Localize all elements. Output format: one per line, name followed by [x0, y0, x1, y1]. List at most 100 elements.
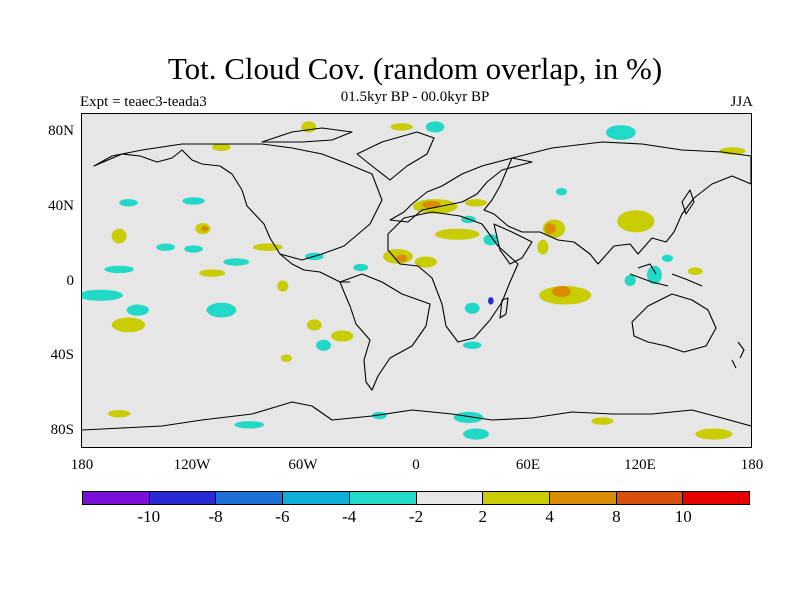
x-tick-label: 180 [740, 457, 764, 473]
anomaly-patch [687, 267, 703, 275]
x-tick-label: 0 [412, 457, 420, 473]
anomaly-patch [206, 302, 237, 318]
anomaly-patch [462, 341, 482, 349]
anomaly-patch [537, 239, 549, 255]
anomaly-patch [425, 121, 445, 133]
anomaly-patch [234, 421, 265, 429]
anomaly-patch [182, 197, 205, 205]
coastlines [82, 127, 751, 431]
anomaly-patch [108, 410, 131, 418]
anomaly-patch [544, 223, 556, 235]
anomaly-patch [422, 200, 441, 209]
y-tick-label: 0 [66, 273, 75, 289]
chart-title: Tot. Cloud Cov. (random overlap, in %) [167, 51, 663, 86]
anomaly-patch [306, 319, 322, 331]
coastline-arabia [493, 223, 533, 265]
colorbar-swatch [683, 492, 750, 504]
colorbar-swatch [549, 492, 617, 504]
anomaly-patch [464, 199, 488, 207]
anomaly-patch [464, 302, 480, 314]
anomaly-patch [277, 280, 289, 292]
anomaly-patch [223, 258, 250, 266]
coastline-europe [389, 157, 533, 223]
y-tick-label: 80N [48, 123, 74, 139]
experiment-label: Expt = teaec3-teada3 [80, 94, 207, 110]
anomaly-patch [646, 265, 662, 285]
anomaly-patch [488, 297, 494, 305]
anomaly-contours [82, 121, 746, 440]
colorbar-swatch [483, 492, 550, 504]
anomaly-patch [390, 123, 413, 131]
anomaly-patch [331, 330, 354, 342]
anomaly-patch [606, 125, 636, 140]
map-canvas [82, 121, 751, 440]
anomaly-patch [200, 225, 209, 232]
x-tick-label: 60E [515, 457, 541, 473]
colorbar-label: -2 [408, 507, 424, 526]
anomaly-patch [617, 210, 655, 233]
anomaly-patch [591, 417, 614, 425]
anomaly-patch [661, 254, 673, 262]
chart-subtitle: 01.5kyr BP - 00.0kyr BP [340, 89, 490, 105]
anomaly-patch [695, 428, 733, 440]
anomaly-patch [104, 265, 135, 274]
anomaly-patch [624, 274, 636, 287]
colorbar-swatch [283, 492, 350, 504]
coastline-greenland [356, 131, 435, 181]
colorbar-label: 4 [545, 507, 554, 526]
map-plot-area [81, 113, 752, 448]
x-tick-label: 180 [70, 457, 94, 473]
x-tick-label: 60W [288, 457, 318, 473]
anomaly-patch [371, 411, 387, 420]
x-tick-label: 120W [173, 457, 211, 473]
y-tick-label: 40S [50, 347, 74, 363]
colorbar-swatch [216, 492, 284, 504]
colorbar-swatch [416, 492, 484, 504]
anomaly-patch [82, 289, 123, 301]
colorbar-label: 2 [478, 507, 488, 526]
anomaly-patch [184, 245, 203, 253]
anomaly-patch [111, 317, 146, 333]
coastline-north-america [93, 143, 383, 261]
anomaly-patch [414, 256, 437, 268]
anomaly-patch [555, 188, 568, 196]
coastline-arctic-islands [261, 127, 353, 143]
anomaly-patch [111, 228, 127, 244]
coastline-central-america [279, 253, 350, 283]
coastline-asia [483, 141, 751, 265]
anomaly-patch [316, 339, 332, 351]
anomaly-patch [435, 228, 480, 240]
anomaly-patch [552, 286, 571, 298]
colorbar-label: -4 [342, 507, 357, 526]
colorbar-swatch [616, 492, 684, 504]
colorbar-label: -6 [275, 507, 290, 526]
anomaly-patch [462, 428, 489, 440]
colorbar-label: -10 [137, 507, 161, 526]
colorbar [82, 491, 750, 505]
anomaly-patch [119, 199, 138, 207]
y-tick-label: 80S [50, 422, 74, 438]
anomaly-patch [280, 354, 292, 362]
colorbar-swatch [149, 492, 217, 504]
coastline-madagascar [499, 297, 509, 319]
anomaly-patch [483, 234, 499, 246]
anomaly-patch [353, 263, 369, 272]
anomaly-patch [252, 243, 283, 251]
colorbar-label: 10 [674, 507, 692, 526]
anomaly-patch [396, 254, 408, 262]
y-tick-label: 40N [48, 198, 74, 214]
x-tick-label: 120E [624, 457, 656, 473]
anomaly-patch [126, 304, 149, 316]
anomaly-patch [199, 269, 226, 277]
coastline-antarctica [82, 401, 751, 431]
colorbar-label: -8 [208, 507, 223, 526]
anomaly-patch [453, 411, 484, 423]
coastline-africa [387, 211, 519, 343]
colorbar-swatch [83, 492, 150, 504]
anomaly-patch [212, 143, 231, 151]
coastline-new-zealand [731, 341, 745, 369]
coastline-japan [681, 189, 695, 215]
coastline-australia [631, 293, 717, 353]
colorbar-label: 8 [612, 507, 621, 526]
anomaly-patch [156, 243, 175, 251]
